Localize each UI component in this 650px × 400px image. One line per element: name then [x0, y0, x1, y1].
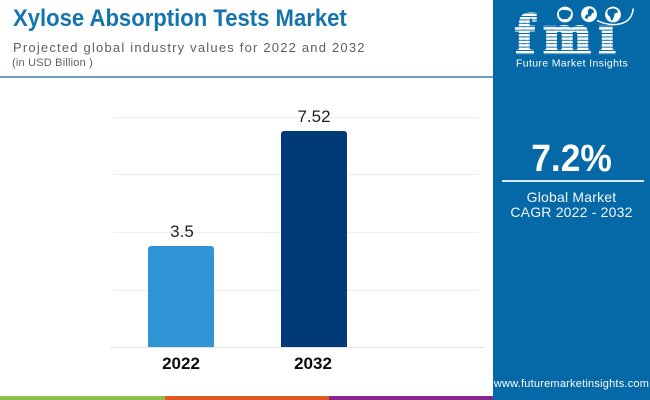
svg-text:Future Market Insights: Future Market Insights — [516, 58, 628, 70]
